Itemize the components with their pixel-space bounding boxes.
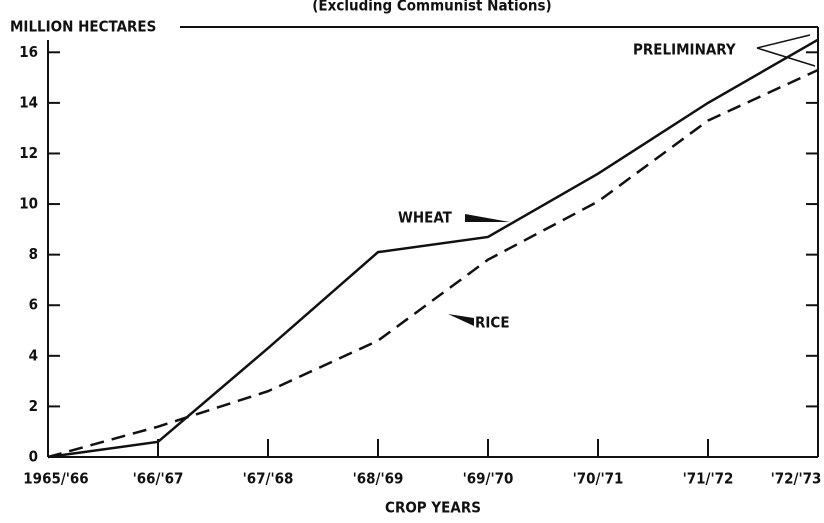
annotation: RICE <box>475 314 510 332</box>
x-tick-label: '68/'69 <box>353 470 404 488</box>
y-tick-label: 8 <box>29 245 38 263</box>
y-tick-label: 6 <box>29 296 38 314</box>
x-axis-label: CROP YEARS <box>385 499 481 517</box>
y-axis-label: MILLION HECTARES <box>10 18 156 36</box>
annotation: WHEAT <box>398 209 453 227</box>
annotation-arrow <box>448 314 474 326</box>
line-series <box>47 38 819 459</box>
annotation-arrow <box>465 214 510 222</box>
x-tick-label: 1965/'66 <box>23 470 88 488</box>
y-tick-label: 4 <box>29 346 38 364</box>
y-tick-label: 16 <box>19 43 38 61</box>
y-tick-label: 2 <box>29 397 38 415</box>
y-tick-label: 0 <box>29 448 38 466</box>
x-tick-label: '69/'70 <box>463 470 514 488</box>
y-tick-label: 14 <box>19 93 38 111</box>
y-tick-label: 12 <box>19 144 38 162</box>
annotation-arrow <box>756 34 816 67</box>
x-tick-label: '70/'71 <box>573 470 624 488</box>
line-series <box>47 68 819 459</box>
y-tick-label: 10 <box>19 195 38 213</box>
annotation: PRELIMINARY <box>633 41 736 59</box>
x-tick-label: '66/'67 <box>133 470 184 488</box>
x-tick-label: '72/'73 <box>771 470 822 488</box>
x-tick-label: '67/'68 <box>243 470 294 488</box>
chart-title: (Excluding Communist Nations) <box>312 0 551 15</box>
x-tick-label: '71/'72 <box>683 470 734 488</box>
